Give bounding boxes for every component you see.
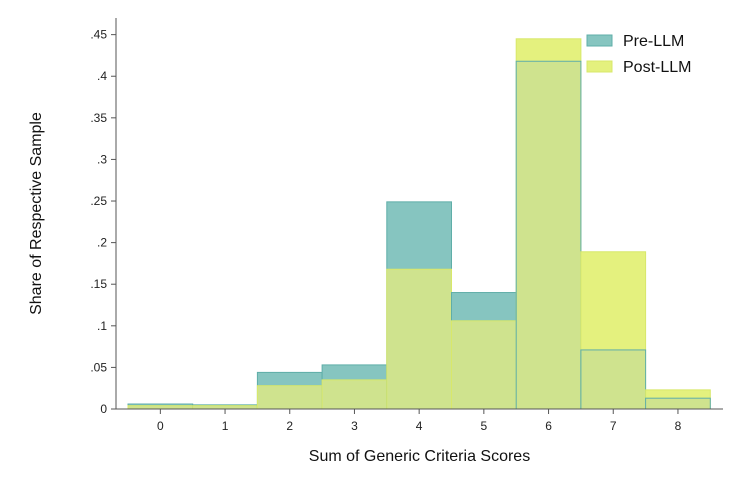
bar-post-llm-5: [451, 320, 517, 410]
y-axis-title: Share of Respective Sample: [28, 112, 45, 315]
y-tick-label: .35: [90, 111, 107, 125]
legend-label-pre-llm: Pre-LLM: [623, 33, 684, 50]
y-tick-label: 0: [100, 402, 107, 416]
axes-layer: 0 .05 .1 .15 .2 .25 .3 .35 .4 .45 0 1 2 3 4 5 6 7 8: [90, 18, 723, 433]
bar-post-llm-2: [256, 385, 323, 410]
y-tick-label: .45: [90, 28, 107, 42]
x-tick-label: 2: [286, 419, 293, 433]
y-tick-label: .3: [97, 152, 107, 166]
x-axis-title: Sum of Generic Criteria Scores: [309, 448, 530, 465]
x-tick-label: 8: [675, 419, 682, 433]
x-tick-label: 4: [416, 419, 423, 433]
legend-label-post-llm: Post-LLM: [623, 59, 691, 76]
y-tick-label: .25: [90, 194, 107, 208]
x-tick-label: 0: [157, 419, 164, 433]
y-tick-label: .1: [97, 319, 107, 333]
x-tick-label: 5: [481, 419, 488, 433]
y-tick-label: .05: [90, 360, 107, 374]
bars-layer: [127, 38, 711, 410]
y-tick-label: .4: [97, 69, 107, 83]
bar-pre-llm-8: [645, 397, 711, 410]
x-tick-label: 3: [351, 419, 358, 433]
bar-post-llm-3: [321, 379, 388, 410]
x-tick-label: 6: [545, 419, 552, 433]
x-tick-label: 7: [610, 419, 617, 433]
bar-pre-llm-6: [515, 60, 582, 410]
legend-swatch-pre-llm: [586, 34, 613, 47]
bar-pre-llm-7: [580, 349, 647, 410]
y-tick-label: .2: [97, 236, 107, 250]
y-tick-label: .15: [90, 277, 107, 291]
x-tick-label: 1: [222, 419, 229, 433]
bar-post-llm-4: [386, 268, 452, 410]
legend: Pre-LLM Post-LLM: [586, 33, 691, 76]
legend-swatch-post-llm: [586, 60, 613, 73]
